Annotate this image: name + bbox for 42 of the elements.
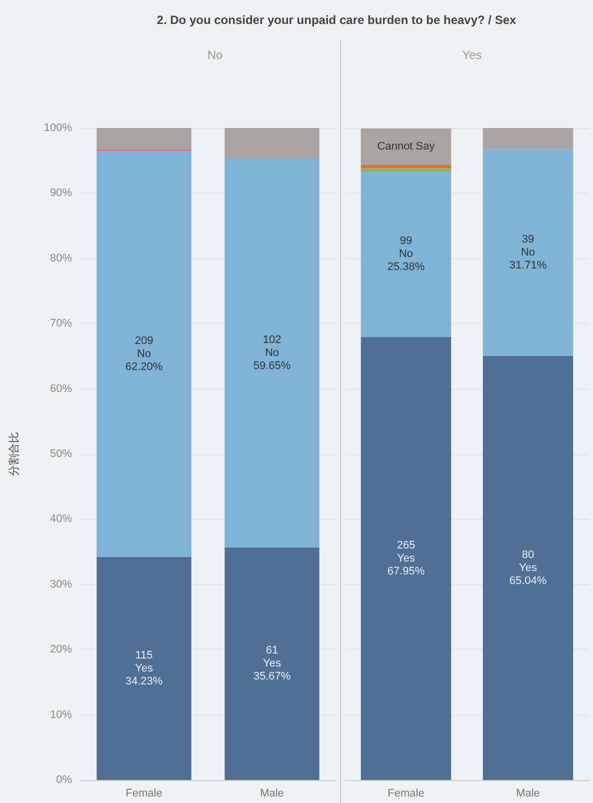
bar	[482, 356, 574, 780]
x-tick-label: Male	[260, 788, 284, 800]
y-tick-label: 40%	[50, 513, 72, 526]
chart-subtitle: No	[207, 48, 223, 62]
x-tick-label: Female	[388, 788, 424, 800]
bar	[96, 151, 192, 557]
data-label: 61 Yes 35.67%	[253, 644, 291, 683]
data-label: 39 No 31.71%	[509, 234, 547, 272]
data-label: 99 No 25.38%	[387, 235, 425, 274]
bar	[360, 164, 452, 168]
chart-subtitle: Yes	[462, 48, 482, 62]
data-label: 265 Yes 67.95%	[387, 539, 425, 578]
x-tick-label: Female	[126, 788, 162, 800]
y-tick-label: 70%	[50, 318, 72, 330]
bar	[224, 128, 320, 159]
bar	[96, 128, 192, 150]
y-tick-label: 60%	[50, 382, 72, 395]
data-label: 80 Yes 65.04%	[509, 548, 547, 587]
y-tick-label: 100%	[44, 122, 72, 134]
y-tick-label: 10%	[50, 708, 72, 721]
bar	[224, 547, 320, 780]
y-tick-label: 30%	[50, 578, 72, 590]
y-tick-label: 90%	[50, 187, 72, 200]
bar	[482, 128, 574, 150]
data-label: Cannot Say	[377, 140, 436, 153]
data-label: 102 No 59.65%	[253, 334, 291, 372]
y-tick-label: 20%	[50, 644, 72, 656]
x-tick-label: Male	[516, 788, 540, 800]
bar	[360, 336, 452, 780]
y-tick-label: 50%	[50, 448, 72, 460]
y-tick-label: 0%	[56, 774, 72, 786]
bar	[360, 128, 452, 165]
chart-title: 2. Do you consider your unpaid care burden to be heavy? / Sex	[156, 12, 518, 29]
bar	[96, 556, 192, 780]
data-label: 115 Yes 34.23%	[125, 649, 163, 688]
data-label: 209 No 62.20%	[125, 335, 163, 374]
bar	[482, 149, 574, 356]
y-axis-title: 分割合比	[8, 432, 20, 476]
bar	[360, 171, 452, 337]
y-tick-label: 80%	[50, 252, 72, 264]
bar	[360, 168, 452, 172]
bar	[224, 158, 320, 548]
